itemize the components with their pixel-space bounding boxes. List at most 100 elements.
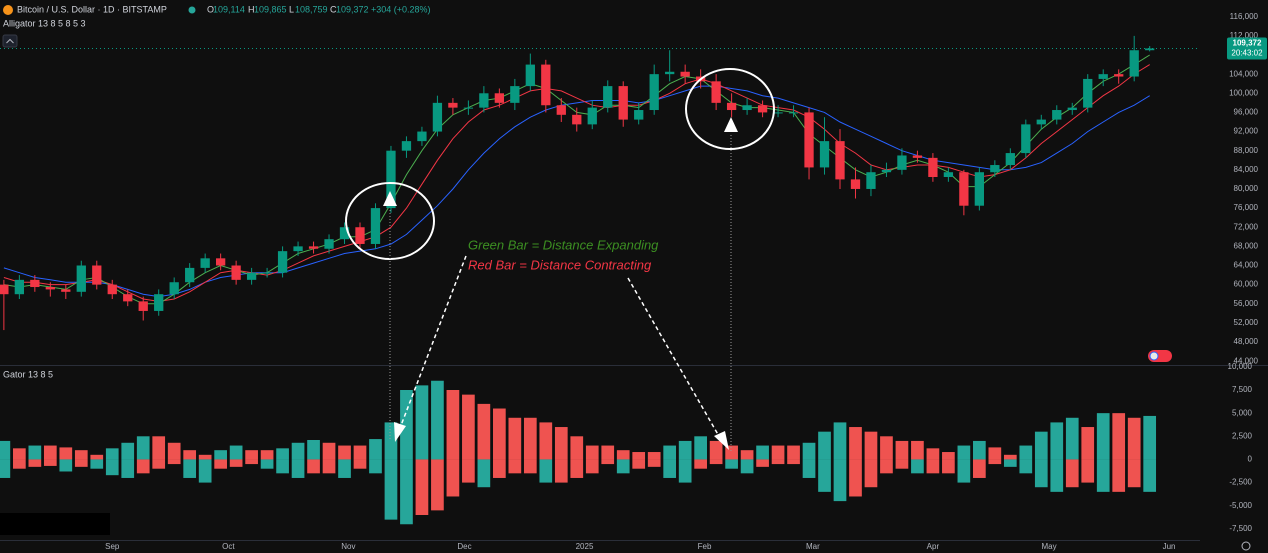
candle-body xyxy=(618,86,628,120)
gator-bar xyxy=(1003,459,1017,467)
gator-bar xyxy=(895,459,909,469)
candle-body xyxy=(634,110,644,120)
gator-bar xyxy=(13,448,26,460)
gator-bar xyxy=(1127,459,1141,488)
candle-body xyxy=(757,105,768,113)
y-tick-label: 96,000 xyxy=(1234,108,1259,117)
gator-bar xyxy=(59,459,73,472)
x-tick-label: Oct xyxy=(222,542,235,551)
x-tick-label: Feb xyxy=(698,542,712,551)
y-tick-label: 48,000 xyxy=(1234,337,1259,346)
collapse-icon xyxy=(6,38,14,44)
gator-label[interactable]: Gator 13 8 5 xyxy=(3,369,53,379)
gator-bar xyxy=(1096,413,1110,460)
candle-body xyxy=(324,239,334,249)
gator-bar xyxy=(1143,415,1157,460)
gator-bar xyxy=(322,459,336,474)
candle-body xyxy=(541,64,551,106)
gator-bar xyxy=(942,452,955,460)
gator-bar xyxy=(802,459,816,478)
y-tick-label: 2,500 xyxy=(1232,431,1253,440)
collapse-button[interactable] xyxy=(2,34,18,48)
candle-body xyxy=(665,71,675,75)
gator-bar xyxy=(462,394,475,460)
y-tick-label: 52,000 xyxy=(1234,318,1259,327)
candle-body xyxy=(649,74,659,111)
gator-bar xyxy=(183,450,197,460)
candle-body xyxy=(262,272,272,274)
gator-bar xyxy=(833,422,847,460)
y-tick-label: 116,000 xyxy=(1230,12,1259,21)
candle-body xyxy=(788,112,799,114)
candle-body xyxy=(804,112,814,168)
candle-body xyxy=(231,265,241,280)
gator-bar xyxy=(570,459,584,478)
gator-bar xyxy=(539,422,553,460)
gator-bar xyxy=(0,459,11,478)
gator-bar xyxy=(1081,427,1095,460)
gator-bar xyxy=(477,403,491,460)
gator-bar xyxy=(694,436,707,460)
gator-bar xyxy=(353,445,367,460)
gator-bar xyxy=(973,440,986,460)
alligator-line xyxy=(3,64,1150,302)
gator-bar xyxy=(13,459,26,469)
black-box xyxy=(0,513,110,535)
alligator-line xyxy=(3,85,1150,298)
gator-bar xyxy=(508,459,522,474)
candle-body xyxy=(169,282,179,295)
y-tick-label: 7,500 xyxy=(1232,385,1253,394)
gator-bar xyxy=(415,459,429,515)
gator-bar xyxy=(1050,459,1064,492)
y-tick-label: 76,000 xyxy=(1234,203,1259,212)
x-tick-label: Apr xyxy=(927,542,940,551)
candle-body xyxy=(726,102,737,111)
settings-icon[interactable] xyxy=(1241,541,1251,551)
candle-body xyxy=(881,169,892,173)
candle-body xyxy=(1036,119,1046,125)
market-status xyxy=(188,6,196,14)
gator-bar xyxy=(121,459,135,478)
highlight-circle xyxy=(685,68,775,150)
gator-bar xyxy=(957,459,971,483)
gator-bar xyxy=(554,427,568,460)
price-tag xyxy=(1227,37,1267,60)
flag-icon xyxy=(1149,351,1159,361)
y-tick-label: 56,000 xyxy=(1234,299,1259,308)
candle-body xyxy=(92,265,102,285)
y-tick-label: 84,000 xyxy=(1234,165,1259,174)
candle-body xyxy=(742,105,752,111)
candle-body xyxy=(711,81,721,103)
gator-bar xyxy=(369,439,382,460)
gator-bar xyxy=(849,459,862,497)
gator-bar xyxy=(740,450,754,460)
gator-bar xyxy=(493,408,506,460)
ohlc-key: L xyxy=(289,4,294,14)
y-tick-label: 92,000 xyxy=(1234,127,1259,136)
x-tick-label: Sep xyxy=(105,542,120,551)
candle-body xyxy=(76,265,86,292)
gator-bar xyxy=(446,459,460,497)
gator-bar xyxy=(601,459,615,465)
gator-bar xyxy=(523,459,537,474)
gator-bar xyxy=(756,459,769,467)
gator-bar xyxy=(988,459,1002,465)
y-tick-label: 100,000 xyxy=(1229,88,1258,97)
gator-bar xyxy=(678,440,692,460)
gator-bar xyxy=(1019,445,1033,460)
indicator-label[interactable]: Alligator 13 8 5 8 5 3 xyxy=(3,18,86,28)
gator-bar xyxy=(121,442,135,460)
gator-bar xyxy=(1143,459,1157,492)
candle-body xyxy=(835,141,845,180)
symbol-title[interactable]: Bitcoin / U.S. Dollar · 1D · BITSTAMP xyxy=(17,4,167,14)
gator-bar xyxy=(585,445,599,460)
candle-body xyxy=(912,155,923,158)
gator-bar xyxy=(973,459,986,478)
y-tick-label: 68,000 xyxy=(1234,241,1259,250)
price-change: +304 (+0.28%) xyxy=(371,4,431,14)
gator-bar xyxy=(43,459,57,466)
gator-bar xyxy=(28,459,42,467)
y-tick-label: -2,500 xyxy=(1229,478,1252,487)
gator-bar xyxy=(105,448,119,460)
y-tick-label: 60,000 xyxy=(1234,280,1259,289)
